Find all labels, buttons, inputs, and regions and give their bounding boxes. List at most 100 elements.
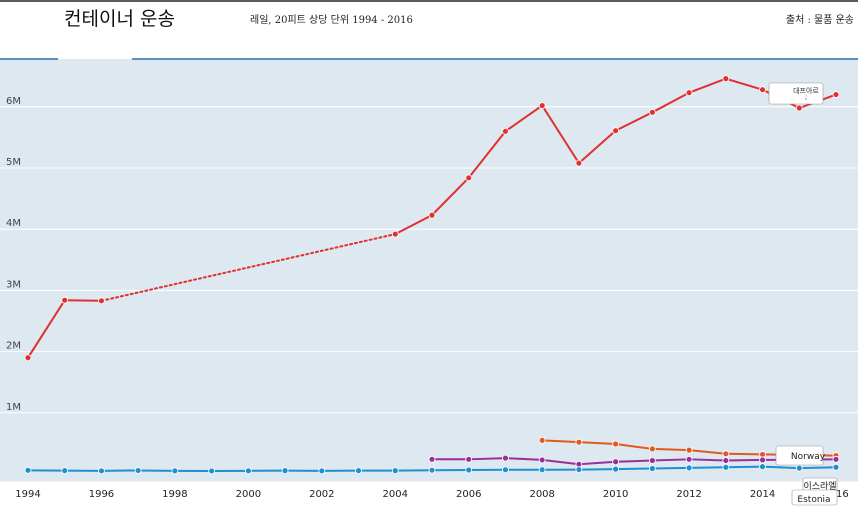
callout-label: 이스라엘 [803, 481, 836, 492]
y-tick-label: 2M [6, 341, 21, 352]
data-point[interactable] [465, 455, 473, 463]
series-segment [614, 111, 654, 132]
series-segment [761, 465, 801, 470]
plot-area [0, 59, 858, 482]
data-point[interactable] [98, 297, 105, 305]
data-point[interactable] [759, 451, 766, 458]
series-segment [651, 458, 691, 462]
x-tick-label: 2006 [456, 489, 481, 500]
data-point[interactable] [428, 211, 436, 219]
x-tick-label: 2012 [676, 489, 701, 500]
data-point[interactable] [575, 466, 583, 473]
x-tick-label: 1996 [89, 489, 114, 500]
data-point[interactable] [612, 440, 620, 448]
data-point[interactable] [98, 467, 105, 475]
data-point[interactable] [24, 466, 32, 474]
callout-label: Estonia [797, 495, 830, 505]
data-point[interactable] [428, 466, 436, 474]
data-point[interactable] [391, 467, 399, 475]
data-point[interactable] [832, 455, 840, 463]
data-point[interactable] [795, 464, 803, 472]
data-point[interactable] [538, 466, 546, 474]
data-point[interactable] [685, 89, 693, 97]
data-point[interactable] [832, 91, 840, 98]
data-point[interactable] [685, 464, 693, 472]
data-point[interactable] [502, 127, 509, 135]
data-point[interactable] [612, 465, 620, 473]
y-tick-label: 6M [6, 96, 21, 107]
page-title: 컨테이너 운송 [64, 8, 175, 30]
data-point[interactable] [61, 467, 69, 475]
series-segment [614, 459, 654, 463]
data-point[interactable] [795, 104, 803, 112]
callout-box [791, 489, 838, 506]
x-tick-label: 2004 [383, 489, 408, 500]
series-segment-dashed [100, 233, 397, 302]
data-point[interactable] [722, 457, 730, 464]
series-segment [577, 129, 617, 165]
chart-subtitle: 레일, 20피트 상당 단위 1994 - 2016 [250, 15, 413, 26]
series-segment [651, 447, 691, 452]
series-segment [724, 465, 764, 469]
series-segment [504, 104, 544, 133]
data-point[interactable] [832, 463, 840, 471]
data-point[interactable] [502, 454, 509, 462]
data-point[interactable] [281, 467, 289, 475]
series-segment [688, 77, 727, 94]
data-point[interactable] [61, 296, 69, 304]
data-point[interactable] [759, 86, 766, 94]
series-segment [27, 299, 66, 359]
data-point[interactable] [465, 174, 473, 182]
data-point[interactable] [759, 463, 766, 471]
data-point[interactable] [538, 456, 546, 464]
data-point[interactable] [685, 455, 693, 463]
data-point[interactable] [24, 354, 32, 362]
series-segment [688, 449, 727, 455]
data-point[interactable] [244, 467, 252, 475]
series-segment [651, 91, 691, 114]
series-segment [504, 457, 544, 461]
series-segment [467, 457, 507, 461]
data-point[interactable] [759, 456, 766, 464]
series-segment [614, 443, 654, 450]
data-point[interactable] [208, 467, 216, 475]
data-point[interactable] [318, 467, 326, 475]
series-segment [63, 299, 103, 302]
data-point[interactable] [502, 466, 509, 474]
series-segment [651, 466, 691, 470]
series-segment [467, 130, 507, 179]
data-point[interactable] [612, 127, 620, 135]
callout-label: ; [805, 93, 807, 101]
series-segment [798, 466, 837, 470]
data-point[interactable] [648, 445, 656, 453]
data-point[interactable] [134, 467, 142, 474]
x-tick-label: 2008 [529, 489, 554, 500]
data-point[interactable] [538, 102, 546, 109]
x-tick-label: 2000 [236, 489, 261, 500]
data-point[interactable] [648, 465, 656, 472]
data-point[interactable] [575, 159, 583, 167]
data-point[interactable] [428, 455, 436, 463]
data-point[interactable] [648, 457, 656, 464]
data-point[interactable] [722, 75, 730, 83]
source-note: 출처 : 물품 운송 [785, 15, 854, 26]
data-point[interactable] [612, 458, 620, 466]
data-point[interactable] [575, 438, 583, 446]
callout-box [775, 445, 824, 466]
callout-box [768, 82, 824, 105]
series-segment [541, 104, 580, 165]
x-tick-label: 2002 [309, 489, 334, 500]
data-point[interactable] [722, 450, 730, 458]
data-point[interactable] [391, 230, 399, 238]
data-point[interactable] [465, 466, 473, 474]
y-tick-label: 4M [6, 218, 21, 229]
data-point[interactable] [722, 463, 730, 471]
series-segment [577, 460, 617, 466]
data-point[interactable] [648, 108, 656, 116]
data-point[interactable] [538, 436, 546, 444]
data-point[interactable] [685, 446, 693, 454]
data-point[interactable] [355, 467, 362, 475]
x-tick-label: 2014 [750, 489, 775, 500]
data-point[interactable] [171, 467, 179, 475]
